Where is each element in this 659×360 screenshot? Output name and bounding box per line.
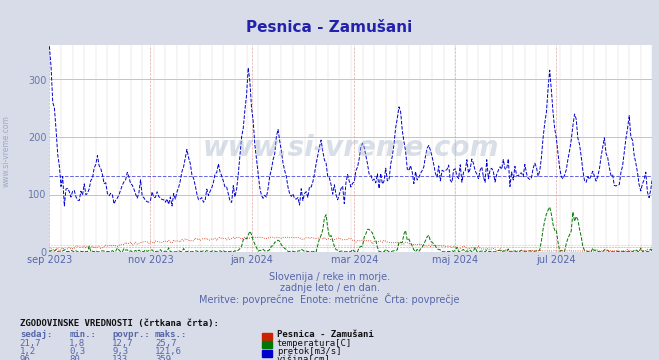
- Text: zadnje leto / en dan.: zadnje leto / en dan.: [279, 283, 380, 293]
- Text: sedaj:: sedaj:: [20, 330, 52, 339]
- Text: 21,7: 21,7: [20, 339, 42, 348]
- Text: temperatura[C]: temperatura[C]: [277, 339, 352, 348]
- Text: 80: 80: [69, 355, 80, 360]
- Text: www.si-vreme.com: www.si-vreme.com: [203, 135, 499, 162]
- Text: 1,8: 1,8: [69, 339, 85, 348]
- Text: 359: 359: [155, 355, 171, 360]
- Text: Meritve: povprečne  Enote: metrične  Črta: povprečje: Meritve: povprečne Enote: metrične Črta:…: [199, 293, 460, 305]
- Text: 12,7: 12,7: [112, 339, 134, 348]
- Text: 1,2: 1,2: [20, 347, 36, 356]
- Text: ZGODOVINSKE VREDNOSTI (črtkana črta):: ZGODOVINSKE VREDNOSTI (črtkana črta):: [20, 319, 219, 328]
- Text: pretok[m3/s]: pretok[m3/s]: [277, 347, 341, 356]
- Text: min.:: min.:: [69, 330, 96, 339]
- Text: Pesnica - Zamušani: Pesnica - Zamušani: [277, 330, 374, 339]
- Text: 133: 133: [112, 355, 128, 360]
- Text: maks.:: maks.:: [155, 330, 187, 339]
- Text: www.si-vreme.com: www.si-vreme.com: [2, 115, 11, 187]
- Text: višina[cm]: višina[cm]: [277, 355, 331, 360]
- Text: 0,3: 0,3: [69, 347, 85, 356]
- Text: 9,3: 9,3: [112, 347, 128, 356]
- Text: Pesnica - Zamušani: Pesnica - Zamušani: [246, 20, 413, 35]
- Text: Slovenija / reke in morje.: Slovenija / reke in morje.: [269, 272, 390, 282]
- Text: 25,7: 25,7: [155, 339, 177, 348]
- Text: 121,6: 121,6: [155, 347, 182, 356]
- Text: 96: 96: [20, 355, 30, 360]
- Text: povpr.:: povpr.:: [112, 330, 150, 339]
